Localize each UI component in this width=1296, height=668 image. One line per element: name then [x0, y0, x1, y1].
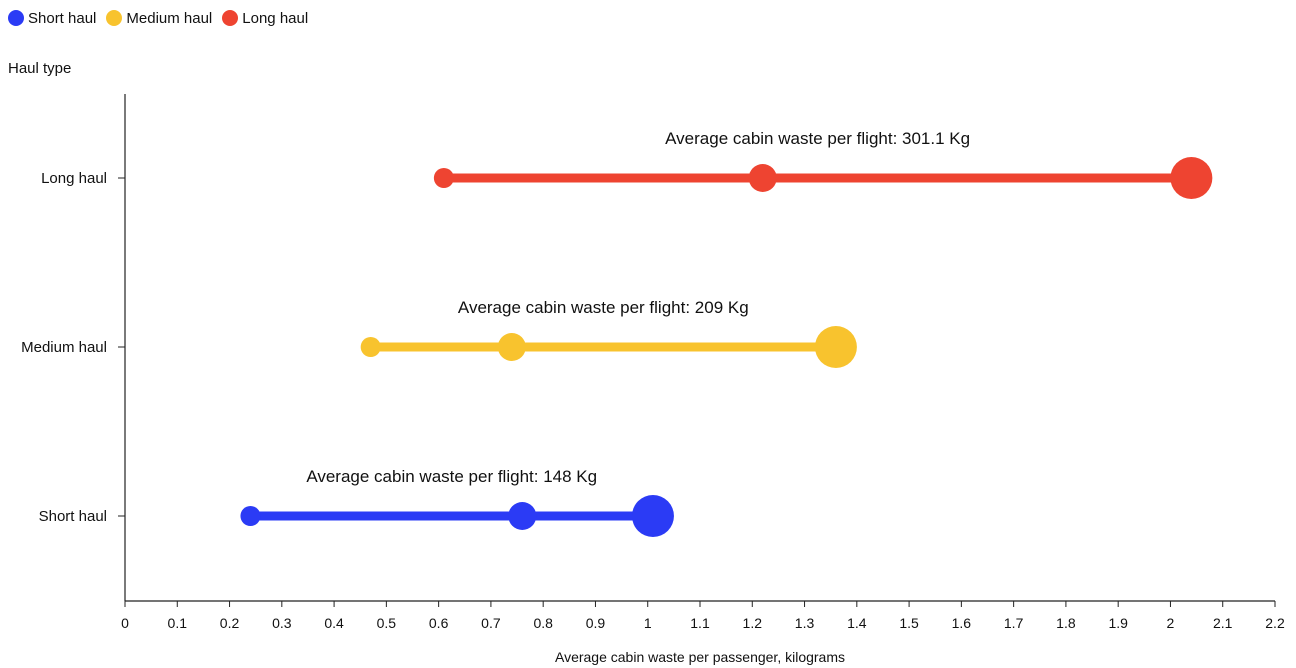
legend-item-medium-haul[interactable]: Medium haul — [106, 10, 212, 27]
annotation-medium-haul: Average cabin waste per flight: 209 Kg — [458, 298, 749, 317]
x-tick-label: 0.5 — [377, 615, 397, 631]
x-tick-label: 1.5 — [899, 615, 919, 631]
x-tick-label: 1.6 — [952, 615, 972, 631]
annotation-long-haul: Average cabin waste per flight: 301.1 Kg — [665, 129, 970, 148]
x-tick-label: 2 — [1167, 615, 1175, 631]
legend-label-long-haul: Long haul — [242, 9, 309, 27]
x-axis-title: Average cabin waste per passenger, kilog… — [554, 649, 845, 665]
y-axis-title: Haul type — [8, 60, 72, 77]
x-tick-label: 0.6 — [429, 615, 449, 631]
x-tick-label: 0.8 — [533, 615, 553, 631]
x-tick-label: 1.4 — [847, 615, 867, 631]
x-tick-label: 0.1 — [168, 615, 188, 631]
legend-item-short-haul[interactable]: Short haul — [8, 10, 96, 27]
x-tick-label: 0.2 — [220, 615, 240, 631]
annotation-short-haul: Average cabin waste per flight: 148 Kg — [306, 467, 597, 486]
data-point-medium-haul — [360, 337, 381, 357]
legend: Short haul Medium haul Long haul — [8, 7, 308, 29]
x-tick-label: 2.1 — [1213, 615, 1233, 631]
x-tick-label: 1.9 — [1108, 615, 1128, 631]
y-tick-label: Long haul — [41, 170, 107, 187]
x-tick-label: 0.7 — [481, 615, 501, 631]
x-tick-label: 1.1 — [690, 615, 710, 631]
x-tick-label: 0.3 — [272, 615, 292, 631]
data-point-medium-haul — [497, 333, 526, 361]
legend-item-long-haul[interactable]: Long haul — [222, 10, 308, 27]
x-tick-label: 0.9 — [586, 615, 606, 631]
y-tick-label: Short haul — [39, 508, 107, 525]
legend-label-medium-haul: Medium haul — [126, 9, 213, 27]
data-point-short-haul — [240, 506, 261, 526]
y-tick-label: Medium haul — [21, 339, 107, 356]
legend-marker-medium-haul — [106, 10, 123, 26]
x-tick-label: 1.8 — [1056, 615, 1076, 631]
legend-marker-long-haul — [222, 10, 239, 26]
data-point-long-haul — [433, 168, 454, 188]
x-tick-label: 0.4 — [324, 615, 344, 631]
x-tick-label: 1.7 — [1004, 615, 1024, 631]
x-tick-label: 1 — [644, 615, 652, 631]
x-tick-label: 1.3 — [795, 615, 815, 631]
x-tick-label: 2.2 — [1265, 615, 1285, 631]
legend-marker-short-haul — [8, 10, 24, 26]
x-tick-label: 1.2 — [743, 615, 763, 631]
data-point-short-haul — [631, 495, 674, 537]
data-point-short-haul — [508, 502, 537, 530]
data-point-medium-haul — [814, 326, 857, 368]
x-tick-label: 0 — [121, 615, 129, 631]
data-point-long-haul — [748, 164, 777, 192]
legend-label-short-haul: Short haul — [28, 9, 97, 27]
data-point-long-haul — [1170, 157, 1213, 199]
